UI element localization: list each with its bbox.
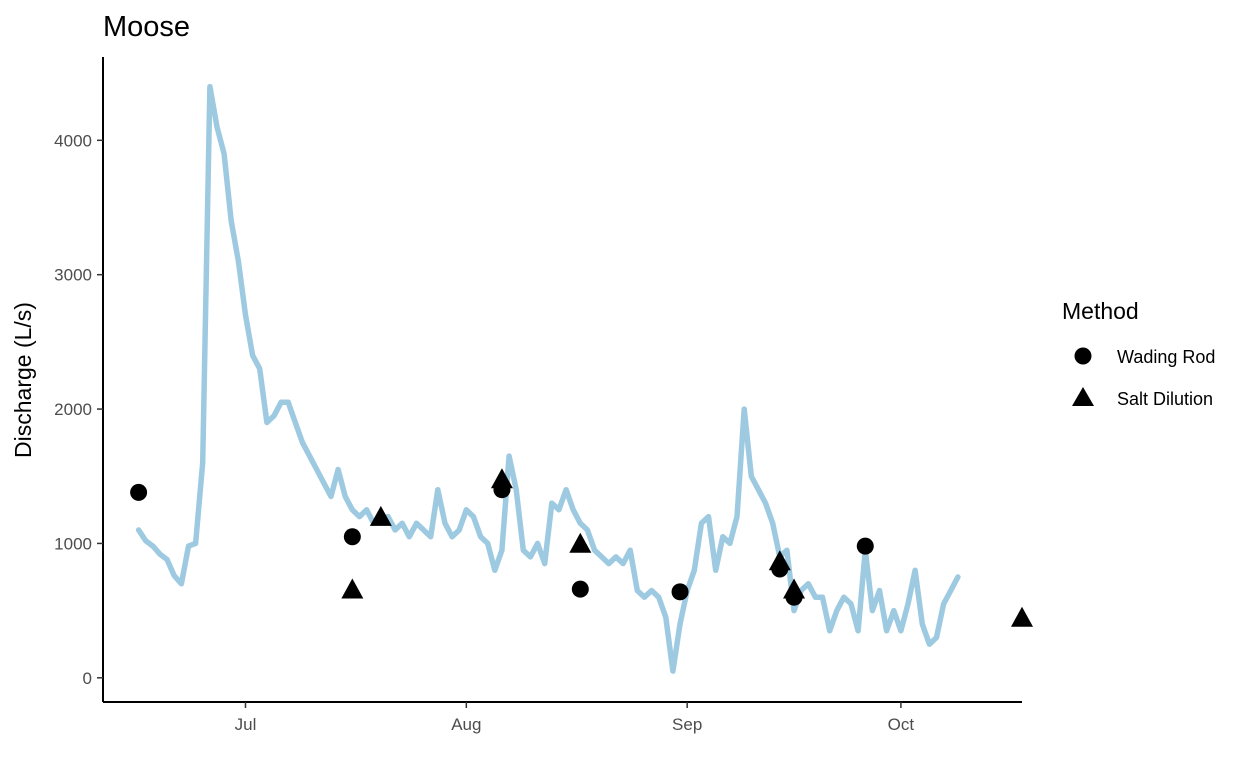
legend: Method Wading Rod Salt Dilution [1062,298,1215,409]
legend-title: Method [1062,298,1139,324]
y-ticks: 0 1000 2000 3000 4000 [54,131,103,688]
salt-dilution-point [783,578,806,599]
plot-area [130,83,1033,674]
legend-circle-marker [1074,347,1092,365]
y-axis-title: Discharge (L/s) [10,302,36,458]
y-tick-label: 0 [83,669,92,688]
legend-triangle-marker [1072,387,1094,406]
wading-rod-point [856,537,874,555]
salt-dilution-point [490,468,513,489]
salt-dilution-point [768,550,791,571]
salt-dilution-point [569,532,592,553]
salt-dilution-point [341,578,364,599]
x-tick-label: Aug [451,715,481,734]
chart-title: Moose [103,11,190,43]
y-tick-label: 3000 [54,266,92,285]
legend-label-wading-rod: Wading Rod [1117,347,1215,367]
wading-rod-point [343,528,361,546]
wading-rod-point [130,483,148,501]
x-tick-label: Sep [672,715,702,734]
legend-label-salt-dilution: Salt Dilution [1117,389,1213,409]
salt-dilution-point [1011,606,1033,627]
y-tick-label: 2000 [54,400,92,419]
wading-rod-point [571,580,589,598]
x-tick-label: Jul [235,715,257,734]
x-ticks: Jul Aug Sep Oct [235,702,915,734]
wading-rod-point [671,583,689,601]
discharge-line [135,83,961,674]
x-tick-label: Oct [888,715,915,734]
salt-dilution-point [369,505,392,526]
y-tick-label: 1000 [54,534,92,553]
y-tick-label: 4000 [54,131,92,150]
